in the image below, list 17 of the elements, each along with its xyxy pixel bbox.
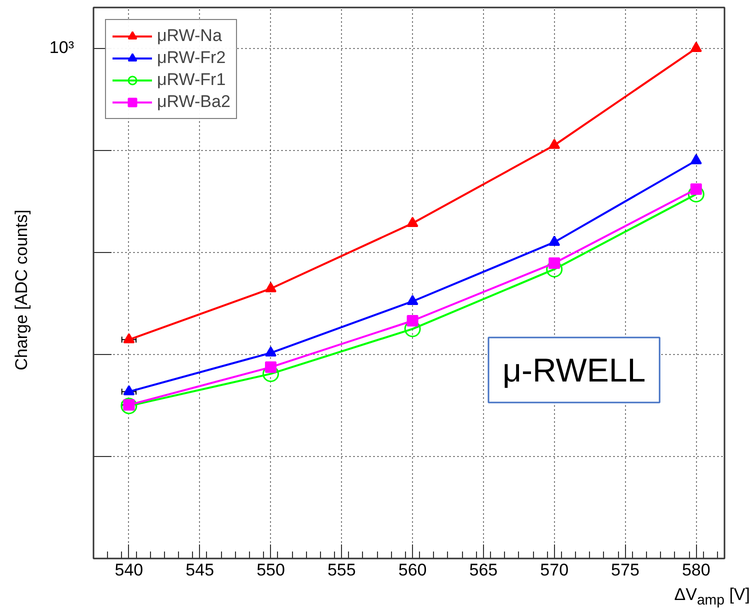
legend-label: μRW-Na xyxy=(157,26,222,46)
x-tick-label: 550 xyxy=(256,560,285,580)
x-tick-label: 580 xyxy=(682,560,710,580)
x-tick-label: 545 xyxy=(186,560,214,580)
x-tick-label: 555 xyxy=(327,560,356,580)
legend-label: μRW-Ba2 xyxy=(157,92,230,112)
x-tick-label: 540 xyxy=(114,560,144,580)
x-tick-label: 560 xyxy=(398,560,427,580)
annotation: μ-RWELL xyxy=(502,352,646,388)
y-axis-title: Charge [ADC counts] xyxy=(10,210,32,370)
legend-label: μRW-Fr1 xyxy=(157,70,226,90)
legend-label: μRW-Fr2 xyxy=(157,48,226,68)
text: 10³ xyxy=(49,37,74,59)
x-tick-label: 575 xyxy=(611,560,640,580)
x-tick-label: 570 xyxy=(540,560,569,580)
x-axis-title: ΔV$_{amp}$ [V] xyxy=(674,584,750,609)
x-tick-label: 565 xyxy=(469,560,498,580)
